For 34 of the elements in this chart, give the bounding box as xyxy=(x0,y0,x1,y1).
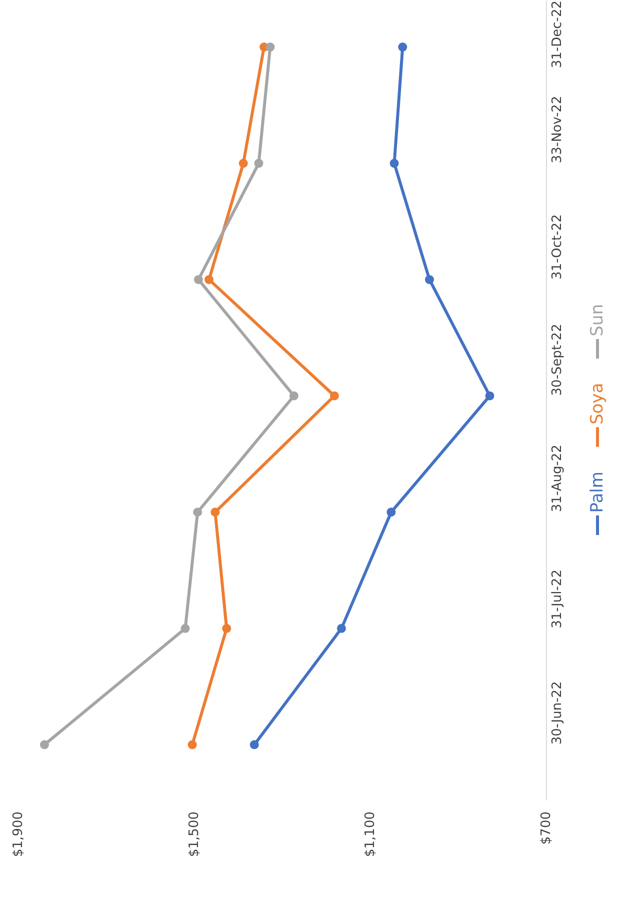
text: Sun xyxy=(588,304,608,336)
point xyxy=(254,158,264,168)
point xyxy=(204,275,214,284)
point xyxy=(386,508,396,517)
point xyxy=(390,158,399,168)
point xyxy=(194,275,203,284)
text: Soya xyxy=(588,382,608,425)
point xyxy=(330,391,339,400)
point xyxy=(289,391,298,400)
point xyxy=(485,391,494,400)
point xyxy=(188,740,197,750)
y-tick-label: 31-Aug-22 xyxy=(550,444,565,512)
text: Palm xyxy=(588,472,608,513)
point xyxy=(336,624,346,633)
x-tick-label: $1,100 xyxy=(363,811,378,857)
point xyxy=(222,624,232,633)
x-tick-label: $700 xyxy=(539,811,554,845)
point xyxy=(193,508,202,517)
point xyxy=(398,42,408,52)
point xyxy=(238,158,248,168)
x-tick-label: $1,900 xyxy=(11,811,26,857)
point xyxy=(210,508,220,517)
point xyxy=(266,42,275,52)
point xyxy=(40,740,49,750)
x-tick-label: $1,500 xyxy=(187,811,202,857)
point xyxy=(424,275,434,284)
point xyxy=(250,740,259,750)
y-tick-label: 31-Jul-22 xyxy=(550,570,565,628)
y-tick-label: 31-Dec-22 xyxy=(550,0,565,68)
point xyxy=(180,624,190,633)
y-tick-label: 33-Nov-22 xyxy=(550,96,565,164)
y-tick-label: 31-Oct-22 xyxy=(550,214,565,280)
y-tick-label: 30-Sept-22 xyxy=(550,324,565,396)
y-tick-label: 30-Jun-22 xyxy=(550,681,565,745)
